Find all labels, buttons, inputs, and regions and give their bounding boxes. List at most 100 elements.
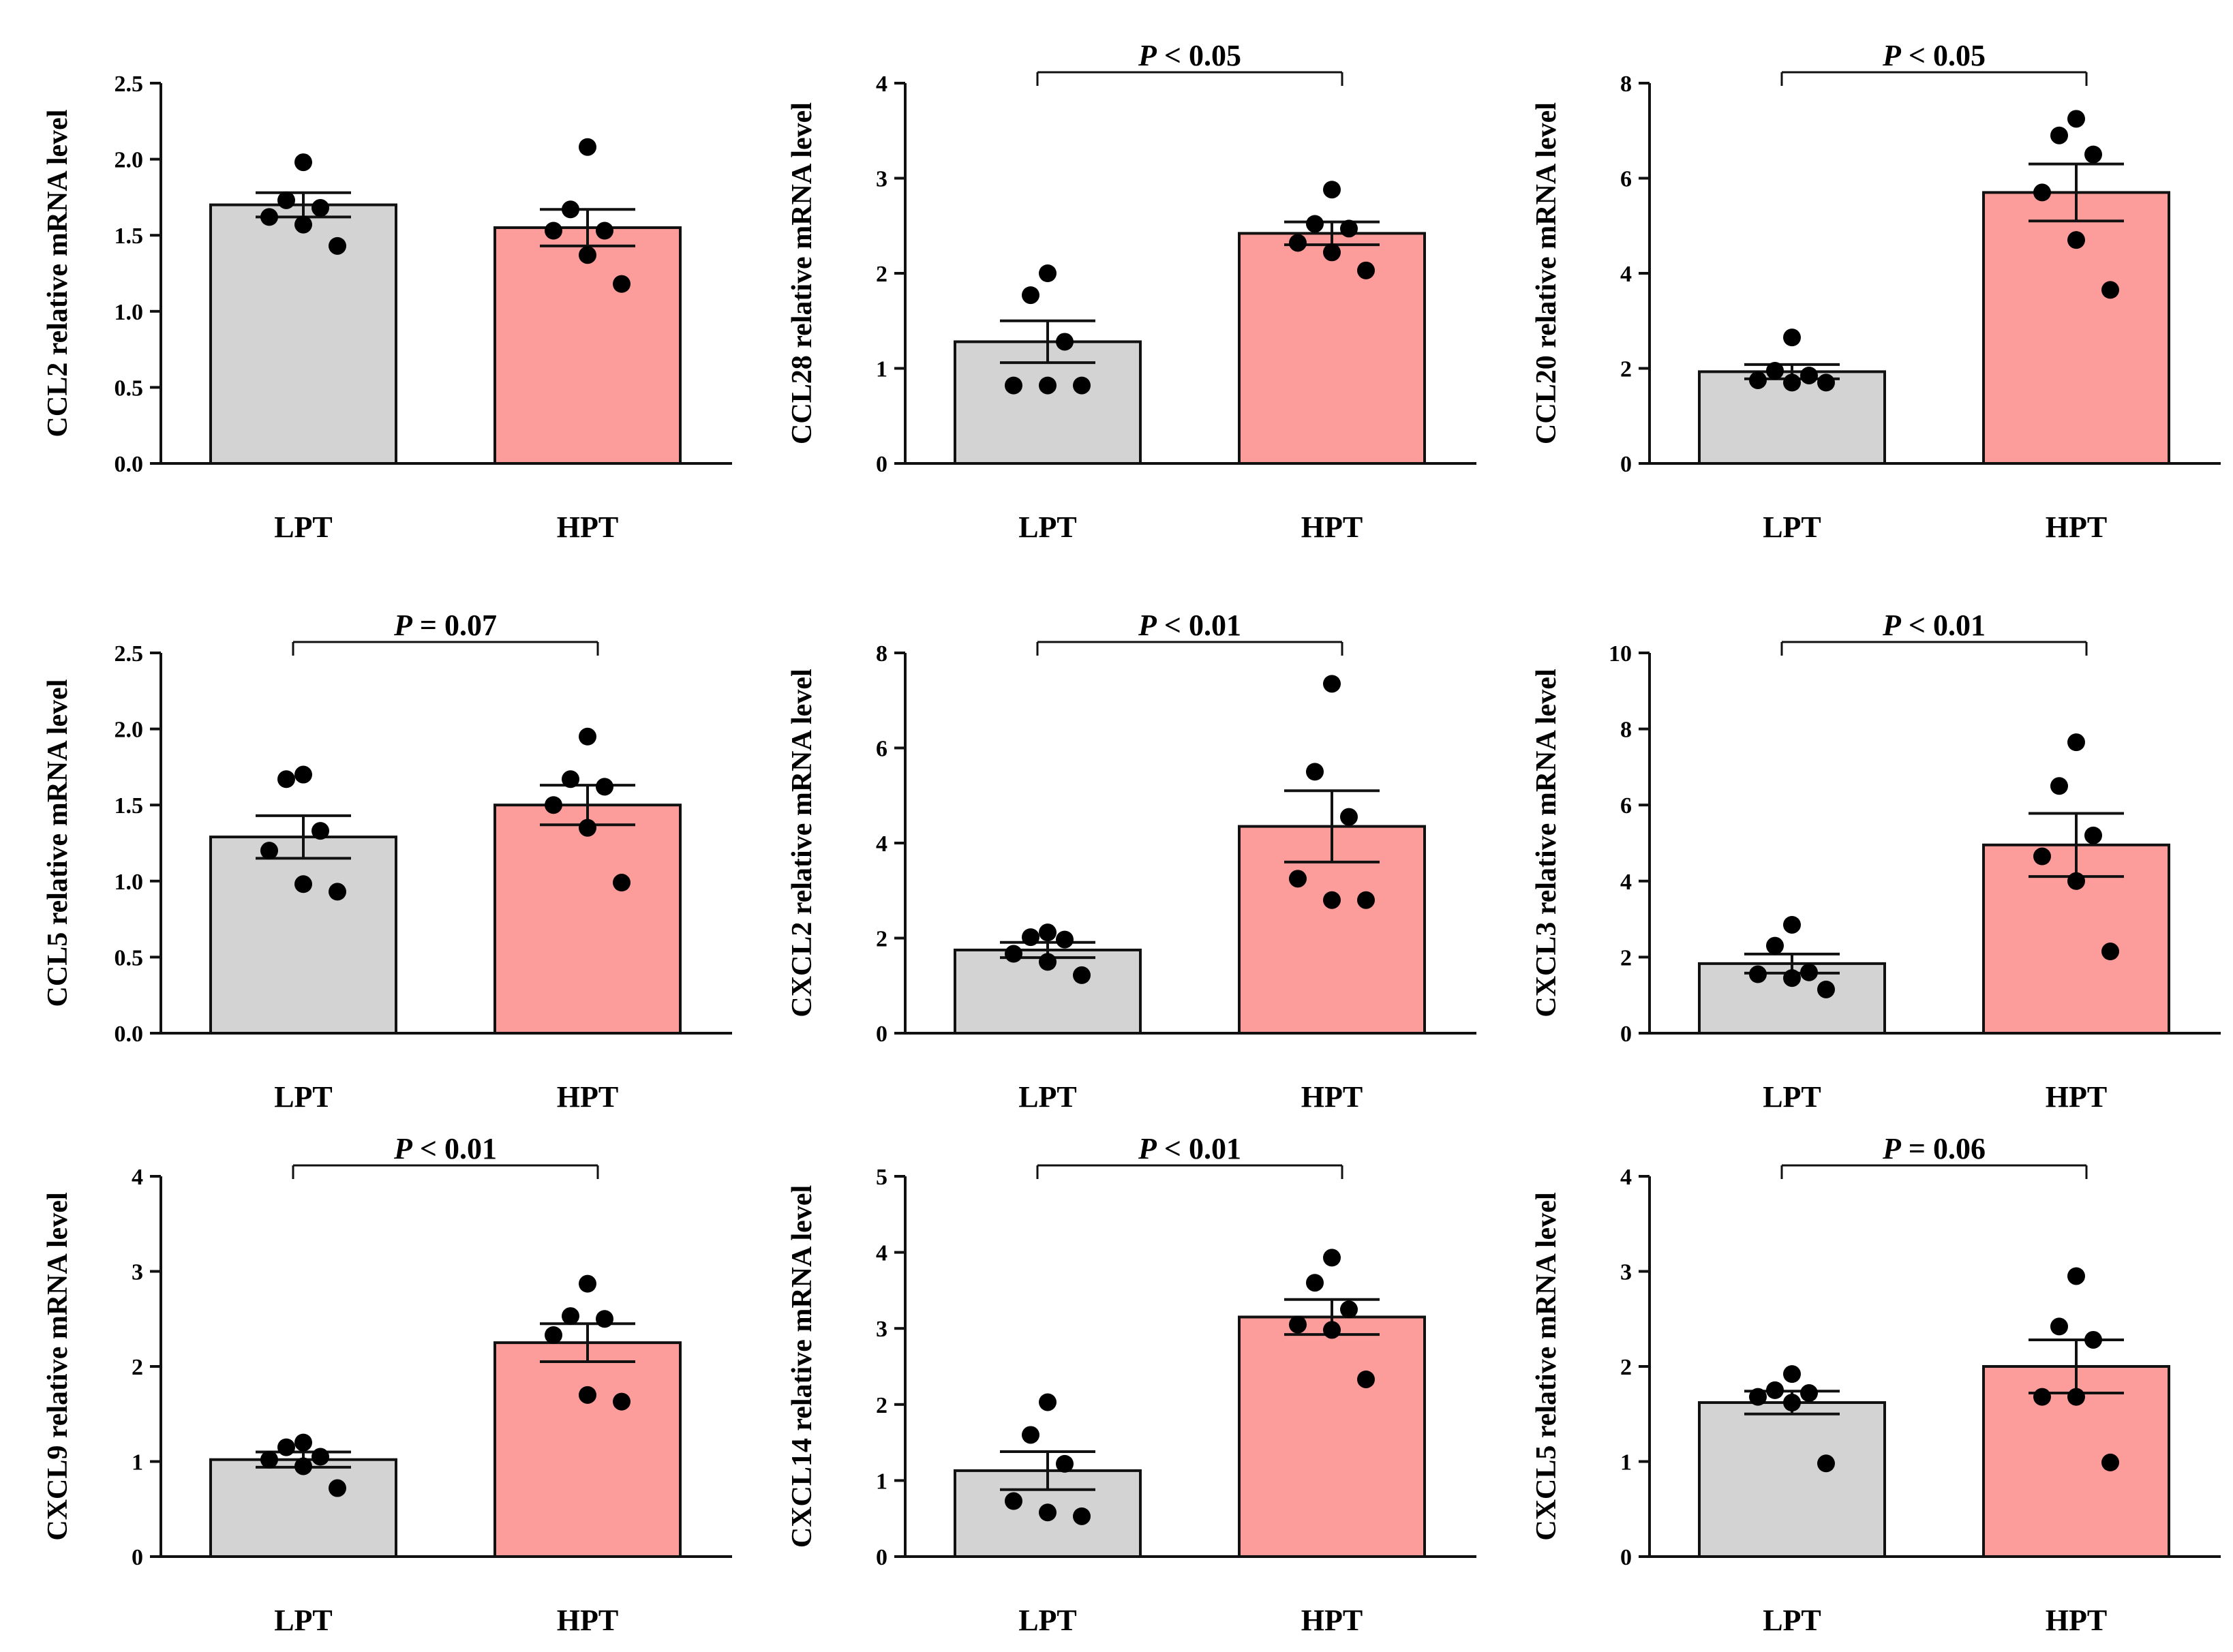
chart-panel: CXCL14 relative mRNA level 0 1 2 3 4 5 LPT HPT P … [787,1132,1476,1637]
y-tick-label: 6 [1620,793,1632,819]
data-point [312,199,329,217]
y-tick-label: 3 [876,1317,887,1342]
data-point [294,875,312,893]
data-point [2033,1388,2051,1406]
data-point [329,883,346,901]
y-tick-label: 6 [876,737,887,762]
data-point [1357,1370,1375,1388]
y-axis-label: CXCL14 relative mRNA level [787,1185,818,1548]
data-point [1323,1321,1341,1339]
y-tick-label: 8 [876,641,887,667]
chart-panel: CCL2 relative mRNA level 0.0 0.5 1.0 1.5 2.0 2… [42,72,732,544]
category-label: HPT [2046,1080,2107,1114]
data-point [1323,181,1341,199]
data-point [613,275,631,293]
data-point [545,796,562,814]
data-point [1005,945,1022,963]
y-axis-label: CCL20 relative mRNA level [1531,102,1562,444]
data-point [596,1310,613,1328]
data-point [1783,1394,1801,1412]
y-tick-label: 0.0 [115,1022,144,1047]
data-point [1022,286,1039,305]
data-point [2084,1330,2102,1349]
data-point [579,819,596,837]
p-symbol: P [1882,39,1902,72]
data-point [545,221,562,240]
data-point [1039,264,1057,282]
data-point [1749,371,1767,389]
data-point [277,1438,295,1456]
data-point [1749,1388,1767,1406]
y-tick-label: 0 [132,1545,143,1570]
p-symbol: P [393,609,413,642]
data-point [613,874,631,892]
data-point [596,221,613,240]
data-point [277,770,295,789]
significance-label: P < 0.01 [1138,1132,1241,1165]
y-tick-label: 0.5 [115,945,144,970]
y-tick-label: 3 [876,167,887,192]
y-tick-label: 1 [876,1469,887,1494]
category-label: LPT [1018,1080,1077,1114]
data-point [579,246,596,264]
data-point [277,191,295,209]
data-point [1783,969,1801,988]
y-tick-label: 0 [876,452,887,477]
category-label: HPT [1301,1080,1363,1114]
data-point [1817,373,1835,392]
y-tick-label: 2.5 [115,72,144,97]
data-point [579,138,596,156]
data-point [613,1392,631,1411]
y-tick-label: 4 [876,1241,887,1266]
y-tick-label: 1.0 [115,870,144,895]
data-point [2067,110,2085,128]
data-point [1022,1426,1039,1444]
bar-hpt [493,804,682,1035]
data-point [1340,808,1358,826]
data-point [2067,1388,2085,1406]
data-point [1800,366,1818,384]
chart-panel: CXCL5 relative mRNA level 0 1 2 3 4 LPT HPT P = … [1531,1132,2221,1637]
data-point [1039,1503,1057,1522]
chart-panel: CXCL2 relative mRNA level 0 2 4 6 8 LPT HPT P < … [787,609,1476,1114]
p-value: < 0.01 [1157,1132,1241,1165]
y-tick-label: 3 [1620,1260,1632,1285]
data-point [1005,376,1022,395]
data-point [1073,966,1091,984]
data-point [1340,219,1358,238]
p-symbol: P [393,1132,413,1165]
data-point [1289,234,1307,252]
y-tick-label: 5 [876,1165,887,1190]
data-point [2084,826,2102,844]
p-symbol: P [1882,1132,1902,1165]
data-point [1073,1507,1091,1525]
y-tick-label: 0 [1620,1545,1632,1570]
bar-hpt [1238,1315,1426,1558]
y-tick-label: 6 [1620,167,1632,192]
data-point [1340,1300,1358,1319]
category-label: HPT [557,510,618,544]
data-point [260,208,278,226]
y-tick-label: 2 [132,1355,143,1380]
y-tick-label: 0 [1620,452,1632,477]
p-value: < 0.05 [1901,39,1986,72]
y-tick-label: 0 [876,1022,887,1047]
y-tick-label: 1.5 [115,224,144,249]
data-point [1766,1381,1784,1399]
data-point [2101,1453,2119,1471]
significance-label: P = 0.06 [1882,1132,1986,1165]
p-symbol: P [1138,1132,1157,1165]
data-point [1306,763,1324,781]
data-point [260,842,278,860]
data-point [312,1448,329,1466]
p-value: < 0.01 [1901,609,1986,642]
data-point [562,200,579,219]
data-point [2067,1267,2085,1285]
data-point [294,1457,312,1475]
data-point [1783,373,1801,392]
data-point [1800,963,1818,981]
data-point [1056,930,1074,949]
data-point [1766,936,1784,955]
y-axis-label: CCL5 relative mRNA level [42,679,74,1007]
